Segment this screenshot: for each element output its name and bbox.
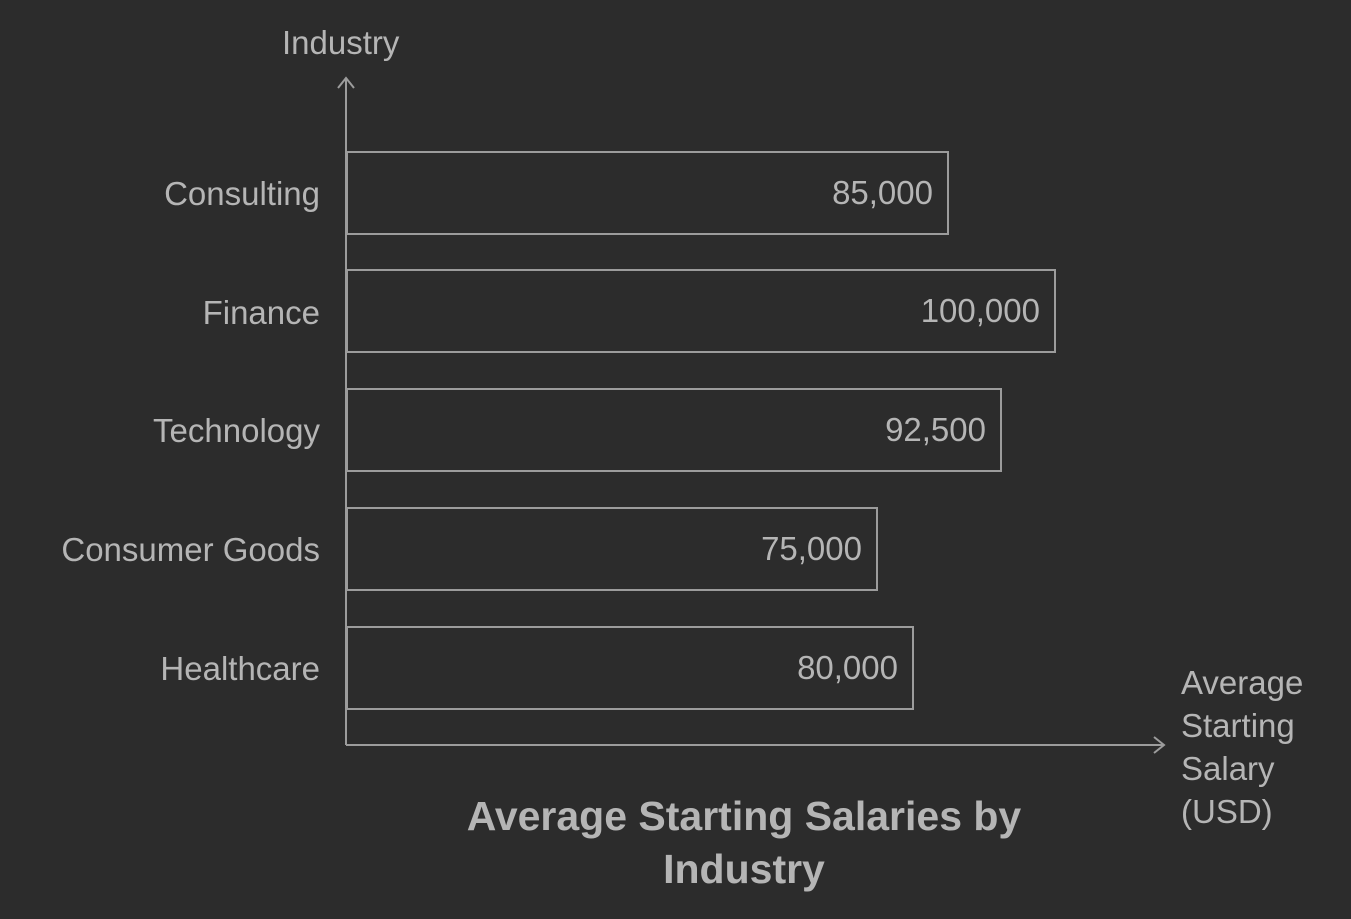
x-axis-arrow-icon xyxy=(1153,736,1166,754)
chart-title-line: Average Starting Salaries by xyxy=(466,793,1022,839)
category-label-healthcare: Healthcare xyxy=(160,650,320,687)
bar-value-label: 92,500 xyxy=(885,411,986,448)
bar-value-label: 100,000 xyxy=(920,292,1040,329)
bar-finance: 100,000 xyxy=(346,269,1056,353)
y-axis-title: Industry xyxy=(282,24,400,61)
x-axis-title-line: (USD) xyxy=(1181,793,1273,830)
category-label-consulting: Consulting xyxy=(164,175,320,212)
chart-title: Average Starting Salaries by Industry xyxy=(400,790,1088,896)
x-axis-title: Average Starting Salary (USD) xyxy=(1181,661,1341,833)
x-axis-title-line: Average xyxy=(1181,664,1304,701)
category-label-finance: Finance xyxy=(202,294,320,331)
x-axis-title-line: Starting xyxy=(1181,707,1295,744)
bar-value-label: 75,000 xyxy=(761,530,862,567)
chart-title-line: Industry xyxy=(663,846,825,892)
bar-value-label: 85,000 xyxy=(832,174,933,211)
bar-consumer-goods: 75,000 xyxy=(346,507,878,591)
category-label-technology: Technology xyxy=(153,412,320,449)
bar-healthcare: 80,000 xyxy=(346,626,914,710)
y-axis-arrow-icon xyxy=(337,76,355,89)
bar-value-label: 80,000 xyxy=(797,649,898,686)
bar-technology: 92,500 xyxy=(346,388,1002,472)
bar-consulting: 85,000 xyxy=(346,151,949,235)
x-axis-title-line: Salary xyxy=(1181,750,1275,787)
category-label-consumer-goods: Consumer Goods xyxy=(61,531,320,568)
